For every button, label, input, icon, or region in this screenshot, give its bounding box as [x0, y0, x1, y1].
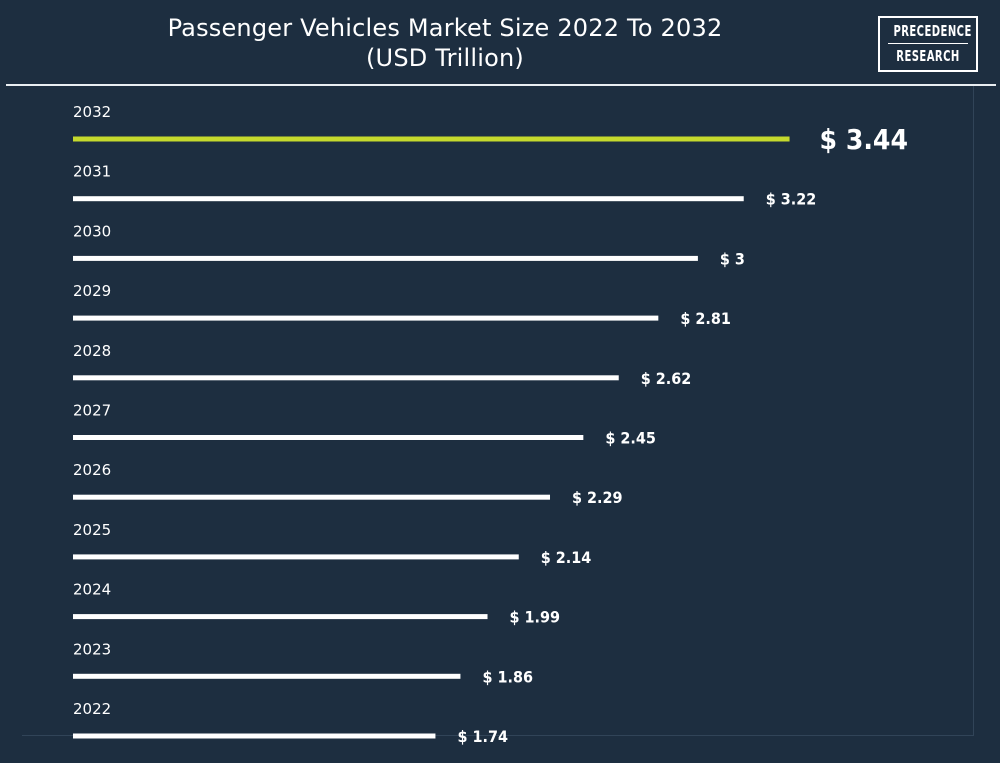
category-label-2025: 2025: [73, 521, 111, 539]
value-label-2032: $ 3.44: [820, 123, 908, 156]
category-label-2024: 2024: [73, 581, 111, 599]
bar-row-2030: 2030 $ 3: [73, 222, 745, 268]
category-label-2028: 2028: [73, 342, 111, 360]
value-label-2027: $ 2.45: [605, 429, 656, 448]
value-label-2028: $ 2.62: [641, 369, 692, 388]
bar-2023: [73, 673, 461, 679]
chart-title-line-2: (USD Trillion): [365, 44, 524, 72]
category-label-2030: 2030: [73, 222, 111, 240]
category-label-2029: 2029: [73, 282, 111, 300]
bar-2024: [73, 614, 488, 620]
bar-2030: [73, 255, 698, 261]
bar-row-2028: 2028 $ 2.62: [73, 342, 691, 388]
bar-2029: [73, 315, 659, 321]
bar-row-2023: 2023 $ 1.86: [73, 640, 533, 686]
bar-2028: [73, 375, 619, 381]
value-label-2031: $ 3.22: [766, 190, 817, 209]
value-label-2023: $ 1.86: [482, 667, 533, 686]
logo-text-bottom: RESEARCH: [896, 47, 960, 65]
precedence-research-logo: PRECEDENCE RESEARCH: [878, 16, 978, 72]
bar-row-2025: 2025 $ 2.14: [73, 521, 591, 567]
bar-row-2022: 2022 $ 1.74: [73, 700, 508, 746]
value-label-2030: $ 3: [720, 249, 745, 268]
category-label-2023: 2023: [73, 640, 111, 658]
value-label-2022: $ 1.74: [457, 727, 508, 746]
header-divider: [6, 84, 996, 86]
bar-2026: [73, 494, 551, 500]
bar-row-2031: 2031 $ 3.22: [73, 163, 816, 209]
value-label-2024: $ 1.99: [510, 608, 561, 627]
logo-divider: [888, 43, 968, 44]
category-label-2032: 2032: [73, 103, 111, 121]
bar-row-2024: 2024 $ 1.99: [73, 581, 560, 627]
chart-frame: [22, 86, 974, 736]
category-label-2027: 2027: [73, 402, 111, 420]
category-label-2026: 2026: [73, 461, 111, 479]
bar-2025: [73, 554, 519, 560]
bar-2022: [73, 733, 436, 739]
bar-2027: [73, 435, 584, 440]
bar-2032: [73, 136, 790, 142]
bar-row-2026: 2026 $ 2.29: [73, 461, 623, 507]
bar-row-2027: 2027 $ 2.45: [73, 402, 656, 448]
value-label-2025: $ 2.14: [541, 548, 592, 567]
value-label-2029: $ 2.81: [680, 309, 731, 328]
bar-row-2032: 2032 $ 3.44: [73, 103, 908, 156]
chart-title-line-1: Passenger Vehicles Market Size 2022 To 2…: [167, 14, 723, 42]
bar-2031: [73, 196, 744, 202]
value-label-2026: $ 2.29: [572, 488, 623, 507]
logo-text-top: PRECEDENCE: [893, 22, 972, 40]
category-label-2031: 2031: [73, 163, 111, 181]
category-label-2022: 2022: [73, 700, 111, 718]
bar-row-2029: 2029 $ 2.81: [73, 282, 731, 328]
